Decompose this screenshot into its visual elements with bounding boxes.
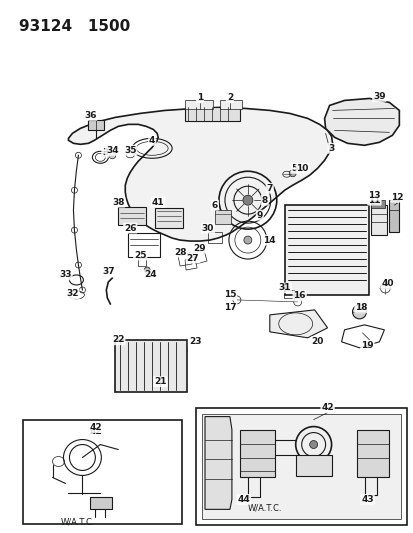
Text: 6: 6 (211, 200, 218, 209)
Bar (138, 258, 146, 266)
Polygon shape (269, 310, 327, 338)
Bar (155, 208, 183, 228)
Bar (370, 205, 387, 235)
Text: 22: 22 (112, 335, 124, 344)
Bar (219, 100, 241, 109)
Text: 9: 9 (256, 211, 262, 220)
Text: 35: 35 (124, 146, 136, 155)
Text: 17: 17 (223, 303, 236, 312)
Text: 2: 2 (226, 93, 233, 102)
Text: 15: 15 (223, 290, 235, 300)
Bar (389, 200, 399, 232)
Bar (185, 108, 239, 122)
Polygon shape (68, 108, 332, 241)
Ellipse shape (109, 152, 116, 159)
Bar (23, 419, 182, 524)
Text: 12: 12 (390, 193, 403, 201)
Text: 32: 32 (66, 289, 78, 298)
Text: 21: 21 (154, 377, 166, 386)
Text: 25: 25 (134, 251, 146, 260)
Bar (185, 100, 212, 109)
Text: 27: 27 (186, 254, 199, 263)
Text: 7: 7 (266, 184, 272, 193)
Text: 18: 18 (354, 303, 367, 312)
Bar (283, 290, 293, 298)
Text: 30: 30 (201, 224, 214, 232)
Bar (90, 497, 112, 510)
Text: 24: 24 (144, 270, 156, 279)
Text: 10: 10 (296, 164, 308, 173)
Text: 37: 37 (102, 268, 114, 277)
Text: 29: 29 (193, 244, 206, 253)
Text: 43: 43 (360, 495, 373, 504)
Text: W/A.T.C.: W/A.T.C. (247, 503, 282, 512)
Ellipse shape (351, 305, 366, 319)
Text: 36: 36 (84, 111, 96, 120)
Bar (357, 430, 389, 478)
Text: 5: 5 (291, 164, 297, 173)
Text: 20: 20 (311, 337, 323, 346)
Ellipse shape (242, 195, 252, 205)
Text: 8: 8 (261, 196, 267, 205)
Text: 44: 44 (237, 495, 249, 504)
Text: 41: 41 (152, 198, 164, 207)
Text: 13: 13 (367, 191, 380, 200)
Text: 33: 33 (59, 270, 71, 279)
Text: 11: 11 (367, 196, 380, 205)
Bar (202, 414, 400, 519)
Polygon shape (324, 99, 399, 146)
Text: 1: 1 (197, 93, 203, 102)
Bar (115, 340, 187, 392)
Ellipse shape (289, 169, 295, 177)
Ellipse shape (309, 441, 317, 449)
Text: 4: 4 (149, 136, 155, 145)
Bar (239, 430, 274, 478)
Bar (284, 205, 368, 295)
Text: 28: 28 (173, 247, 186, 256)
Bar (88, 120, 104, 131)
Ellipse shape (144, 267, 150, 273)
Text: 26: 26 (124, 224, 136, 232)
Bar (214, 210, 230, 224)
Text: 14: 14 (263, 236, 275, 245)
Text: 39: 39 (372, 92, 385, 101)
Text: 16: 16 (293, 292, 305, 301)
Bar (118, 207, 146, 225)
Text: 42: 42 (89, 423, 102, 432)
Text: 93124   1500: 93124 1500 (19, 19, 130, 34)
Text: 31: 31 (278, 284, 290, 293)
Bar (295, 455, 331, 477)
Text: 42: 42 (89, 427, 102, 436)
Polygon shape (204, 417, 231, 510)
Text: 34: 34 (106, 146, 119, 155)
Text: W/A.T.C.: W/A.T.C. (61, 518, 95, 527)
Text: 3: 3 (328, 144, 334, 153)
Text: 38: 38 (112, 198, 124, 207)
Text: 23: 23 (188, 337, 201, 346)
Text: 40: 40 (380, 279, 393, 288)
Text: 42: 42 (320, 403, 333, 412)
Bar (370, 200, 385, 208)
Text: 19: 19 (360, 341, 373, 350)
Ellipse shape (243, 236, 251, 244)
Bar (196, 408, 406, 526)
Bar (128, 233, 160, 257)
Text: 3: 3 (102, 148, 108, 157)
Bar (207, 232, 221, 243)
